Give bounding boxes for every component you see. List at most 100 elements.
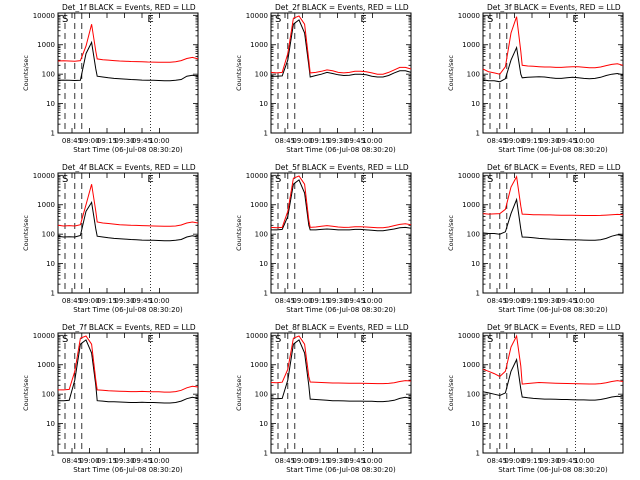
y-tick-label: 10000 [458, 12, 480, 20]
x-tick-label: 10:00 [574, 297, 594, 305]
plot-frame [57, 332, 199, 454]
y-tick-label: 100 [42, 391, 55, 399]
y-tick-label: 1 [51, 450, 55, 458]
x-tick-label: 10:00 [149, 137, 169, 145]
series-line-black [482, 197, 624, 241]
y-axis-label: Counts/sec [22, 375, 30, 411]
x-tick-label: 09:15 [522, 297, 542, 305]
y-tick-label: 10 [259, 100, 268, 108]
panel-6: 1 10 100 1000 10000 08:4509:0009:1509:3009:45… [447, 163, 624, 314]
y-tick-label: 10 [46, 260, 55, 268]
x-tick-label: 09:15 [310, 457, 330, 465]
x-tick-label: 09:15 [310, 297, 330, 305]
x-tick-label: 08:45 [487, 297, 507, 305]
x-tick-label: 09:00 [292, 457, 312, 465]
x-tick-label: 10:00 [149, 297, 169, 305]
x-tick-label: 09:00 [292, 137, 312, 145]
y-axis-label: Counts/sec [22, 215, 30, 251]
x-tick-label: 09:00 [504, 137, 524, 145]
x-tick-label: 09:30 [327, 137, 347, 145]
x-tick-label: 09:15 [522, 457, 542, 465]
series-line-red [57, 184, 199, 227]
x-tick-label: 09:45 [557, 297, 577, 305]
y-tick-label: 1 [476, 450, 480, 458]
x-tick-label: 09:45 [345, 457, 365, 465]
series-line-black [271, 179, 412, 232]
plot-frame [57, 172, 199, 294]
plot-frame [482, 332, 624, 454]
chart-title: Det_9f BLACK = Events, RED = LLD [487, 323, 621, 332]
time-marker-label: S [62, 334, 68, 345]
x-tick-label: 08:45 [487, 137, 507, 145]
y-tick-label: 100 [255, 231, 268, 239]
x-axis-label: Start Time (06-Jul-08 08:30:20) [286, 146, 396, 154]
x-tick-label: 09:00 [79, 137, 99, 145]
chart-title: Det_6f BLACK = Events, RED = LLD [487, 163, 621, 172]
x-tick-label: 09:00 [504, 457, 524, 465]
x-tick-label: 10:00 [149, 457, 169, 465]
panel-9: 1 10 100 1000 10000 08:4509:0009:1509:3009:45… [447, 323, 624, 474]
y-axis-label: Counts/sec [447, 375, 455, 411]
y-tick-label: 10000 [246, 332, 268, 340]
x-tick-label: 10:00 [362, 297, 382, 305]
panel-8: 1 10 100 1000 10000 08:4509:0009:1509:3009:45… [235, 323, 412, 474]
x-tick-label: 10:00 [574, 137, 594, 145]
y-tick-label: 100 [42, 231, 55, 239]
y-tick-label: 10000 [33, 172, 55, 180]
time-marker-label: E [147, 14, 153, 25]
y-tick-label: 10 [46, 100, 55, 108]
x-tick-label: 09:30 [539, 457, 559, 465]
chart-title: Det_1f BLACK = Events, RED = LLD [62, 3, 196, 12]
x-tick-label: 09:45 [557, 137, 577, 145]
panel-4: 1 10 100 1000 10000 08:4509:0009:1509:3009:45… [22, 163, 199, 314]
y-tick-label: 10 [259, 260, 268, 268]
y-axis-label: Counts/sec [235, 55, 243, 91]
chart-title: Det_3f BLACK = Events, RED = LLD [487, 3, 621, 12]
x-tick-label: 08:45 [275, 297, 295, 305]
series-line-red [482, 175, 624, 216]
panel-2: 1 10 100 1000 10000 08:4509:0009:1509:3009:45… [235, 3, 412, 154]
time-marker-label: S [487, 174, 493, 185]
series-line-black [482, 357, 624, 401]
y-tick-label: 1 [51, 290, 55, 298]
time-marker-label: E [360, 174, 366, 185]
y-tick-label: 10000 [458, 172, 480, 180]
series-line-black [57, 201, 199, 242]
plot-frame [482, 172, 624, 294]
series-line-red [57, 24, 199, 63]
panel-5: 1 10 100 1000 10000 08:4509:0009:1509:3009:45… [235, 163, 412, 314]
chart-title: Det_5f BLACK = Events, RED = LLD [275, 163, 409, 172]
series-line-red [58, 335, 199, 393]
y-tick-label: 10000 [33, 332, 55, 340]
series-line-red [270, 175, 412, 229]
plot-frame [270, 12, 412, 134]
y-tick-label: 100 [42, 71, 55, 79]
y-tick-label: 1 [51, 130, 55, 138]
series-line-red [482, 16, 624, 75]
x-tick-label: 08:45 [62, 457, 82, 465]
plot-frame [57, 12, 199, 134]
chart-title: Det_8f BLACK = Events, RED = LLD [275, 323, 409, 332]
panel-1: 1 10 100 1000 10000 08:4509:0009:1509:3009:45… [22, 3, 199, 154]
y-tick-label: 10 [46, 420, 55, 428]
x-axis-label: Start Time (06-Jul-08 08:30:20) [73, 466, 183, 474]
time-marker-label: S [62, 14, 68, 25]
x-axis-label: Start Time (06-Jul-08 08:30:20) [498, 146, 608, 154]
time-marker-label: S [275, 174, 281, 185]
x-tick-label: 09:15 [522, 137, 542, 145]
x-tick-label: 09:30 [114, 457, 134, 465]
x-tick-label: 10:00 [362, 457, 382, 465]
x-tick-label: 09:00 [79, 457, 99, 465]
chart-title: Det_4f BLACK = Events, RED = LLD [62, 163, 196, 172]
y-tick-label: 10 [471, 260, 480, 268]
y-tick-label: 100 [255, 71, 268, 79]
series-line-red [270, 335, 412, 385]
panel-3: 1 10 100 1000 10000 08:4509:0009:1509:3009:45… [447, 3, 624, 154]
time-marker-label: E [572, 334, 578, 345]
x-tick-label: 08:45 [275, 137, 295, 145]
series-line-red [482, 334, 624, 385]
x-tick-label: 08:45 [62, 297, 82, 305]
x-tick-label: 09:00 [292, 297, 312, 305]
y-tick-label: 100 [467, 71, 480, 79]
